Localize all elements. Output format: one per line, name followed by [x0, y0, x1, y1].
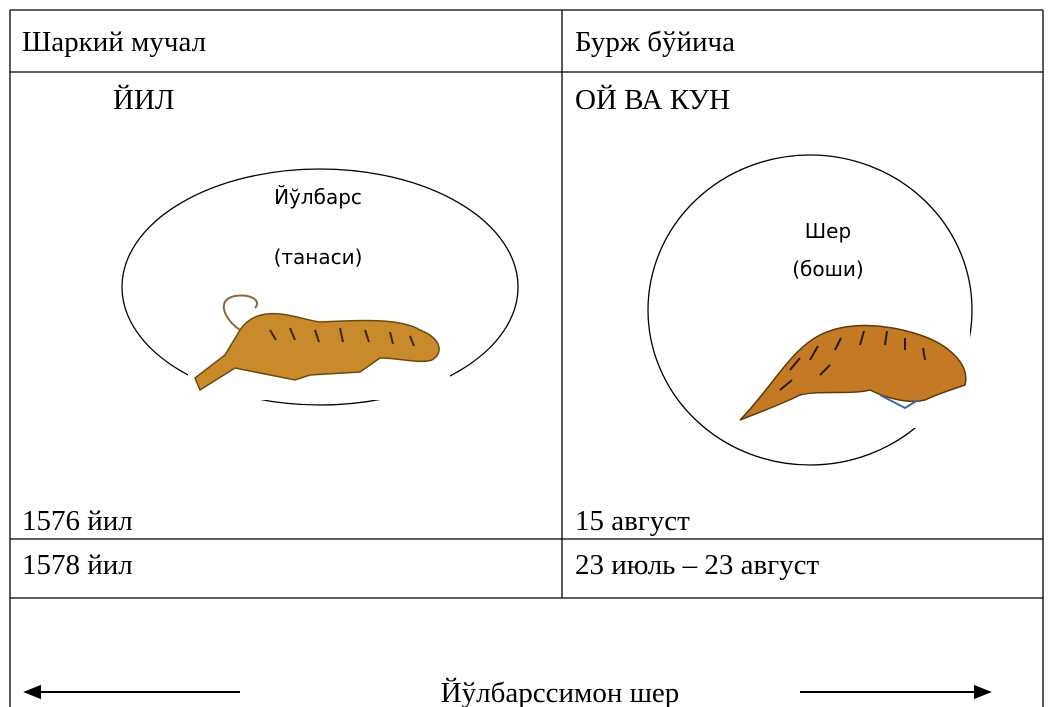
table-grid	[9, 9, 1044, 707]
header-cell: Шаркий мучал	[22, 26, 206, 58]
footer-text: Йўлбарссимон шер	[441, 677, 680, 707]
tiger-illustration	[188, 294, 450, 400]
cell-title: ЙИЛ	[113, 84, 175, 116]
cell-date: 15 август	[575, 505, 690, 537]
figure-name: Йўлбарс	[274, 185, 362, 209]
figure-part: (боши)	[792, 257, 863, 281]
cell-date: 1576 йил	[22, 505, 133, 537]
header-cell: Бурж бўйича	[575, 26, 735, 58]
cell-title: ОЙ ВА КУН	[575, 84, 730, 116]
figure-part: (танаси)	[274, 245, 363, 269]
ellipse	[647, 154, 973, 466]
figure-name: Шер	[805, 219, 851, 243]
ellipse	[121, 168, 519, 406]
cell: 23 июль – 23 август	[575, 549, 819, 581]
cell: 1578 йил	[22, 549, 133, 581]
lion-illustration	[720, 298, 970, 428]
